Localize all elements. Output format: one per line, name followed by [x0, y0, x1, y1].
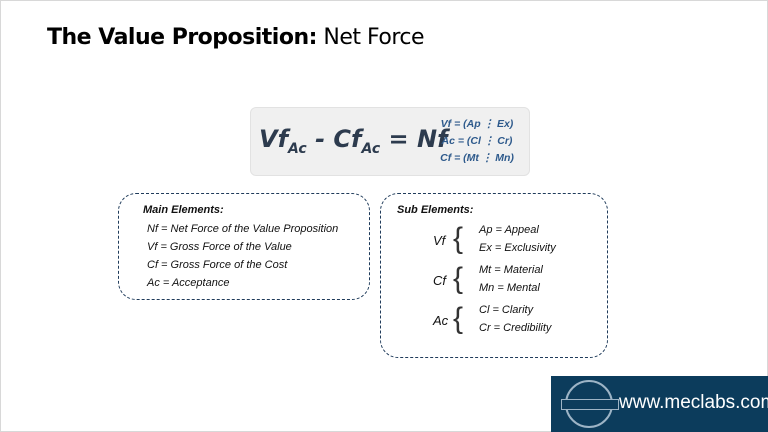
brace-icon: {: [453, 302, 464, 335]
main-elements-box: Main Elements: Nf = Net Force of the Val…: [118, 193, 370, 300]
meclabs-logo-banner: www.meclabs.com: [551, 376, 768, 432]
brace-icon: {: [453, 262, 464, 295]
slide-title: The Value Proposition: Net Force: [47, 25, 425, 50]
formula-box: VfAc - CfAc = Nf Vf = (Ap ⋮ Ex) Ac = (Cl…: [250, 107, 530, 176]
list-item: Nf = Net Force of the Value Proposition: [147, 223, 339, 235]
brace-icon: {: [453, 222, 464, 255]
list-item: Vf = Gross Force of the Value: [147, 241, 292, 253]
net-force-equation: VfAc - CfAc = Nf: [259, 125, 448, 157]
website-url: www.meclabs.com: [619, 392, 768, 413]
sub-elements-heading: Sub Elements:: [397, 204, 474, 216]
meclabs-seal-logo: [561, 380, 619, 428]
main-elements-heading: Main Elements:: [143, 204, 224, 216]
list-item: Cf = Gross Force of the Cost: [147, 259, 288, 271]
sub-elements-box: Sub Elements: Vf { Ap = Appeal Ex = Excl…: [380, 193, 608, 358]
formula-definitions: Vf = (Ap ⋮ Ex) Ac = (Cl ⋮ Cr) Cf = (Mt ⋮…: [440, 118, 514, 164]
list-item: Ac = Acceptance: [147, 277, 230, 289]
